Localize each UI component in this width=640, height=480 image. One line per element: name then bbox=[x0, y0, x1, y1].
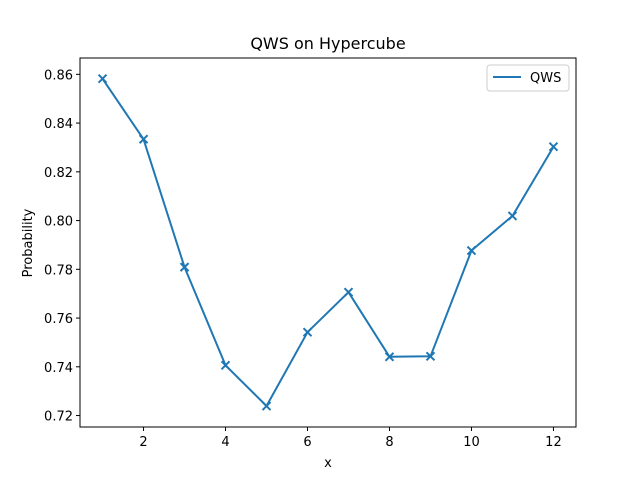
data-point-marker bbox=[425, 351, 436, 362]
y-axis-title: Probability bbox=[21, 208, 36, 277]
y-tick-label: 0.82 bbox=[44, 166, 73, 181]
data-point-marker bbox=[384, 352, 395, 362]
x-tick-label: 6 bbox=[303, 435, 311, 450]
data-point-marker bbox=[138, 134, 149, 144]
data-point-marker bbox=[548, 142, 559, 152]
plot-frame bbox=[79, 57, 577, 428]
data-point-marker bbox=[179, 262, 190, 272]
data-point-marker bbox=[261, 401, 272, 411]
data-point-marker bbox=[507, 211, 518, 221]
data-point-marker bbox=[97, 74, 108, 84]
y-tick-label: 0.74 bbox=[44, 361, 73, 376]
y-tick-label: 0.86 bbox=[44, 68, 73, 83]
y-tick-label: 0.84 bbox=[44, 117, 73, 132]
legend: QWS bbox=[486, 64, 570, 92]
x-tick-label: 12 bbox=[545, 435, 562, 450]
y-tick-label: 0.72 bbox=[44, 410, 73, 425]
y-tick-label: 0.80 bbox=[44, 215, 73, 230]
data-point-marker bbox=[302, 327, 313, 337]
data-point-marker bbox=[466, 245, 477, 256]
legend-box bbox=[486, 64, 570, 92]
plot-area bbox=[97, 74, 559, 411]
legend-label: QWS bbox=[530, 71, 561, 86]
y-tick-label: 0.76 bbox=[44, 312, 73, 327]
x-tick-label: 2 bbox=[139, 435, 147, 450]
y-tick-label: 0.78 bbox=[44, 263, 73, 278]
x-axis-title: x bbox=[324, 456, 332, 471]
data-point-marker bbox=[220, 360, 231, 371]
axes: 2 4 6 8 10 12 0.72 0.74 0.76 0.78 0.80 0.82 0.84 0.86 bbox=[44, 68, 562, 450]
x-tick-label: 8 bbox=[385, 435, 393, 450]
series-line bbox=[101, 78, 555, 407]
chart-title: QWS on Hypercube bbox=[250, 34, 405, 53]
x-tick-label: 4 bbox=[221, 435, 229, 450]
x-tick-label: 10 bbox=[463, 435, 480, 450]
data-point-marker bbox=[343, 287, 354, 297]
